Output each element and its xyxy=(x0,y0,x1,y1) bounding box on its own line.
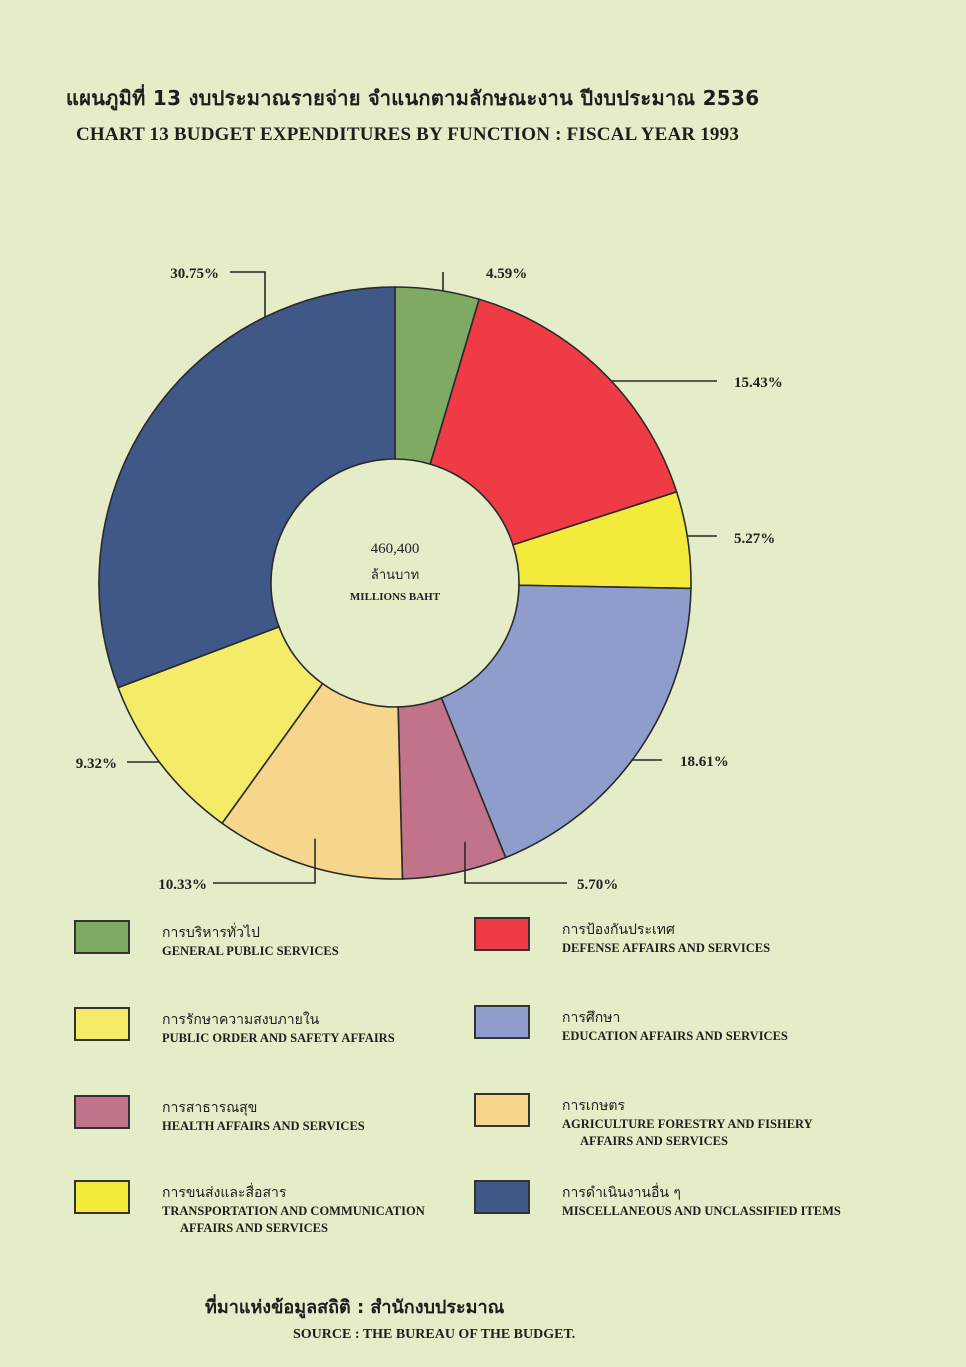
legend-label-english: HEALTH AFFAIRS AND SERVICES xyxy=(162,1119,365,1133)
percentage-labels: 4.59% 15.43% 5.27% 18.61% 5.70% 10.33% 9.32% 30… xyxy=(76,266,783,893)
slice-value-label-4: 5.70% xyxy=(577,877,618,893)
leader-lines xyxy=(127,271,717,884)
legend-label-english-line2: AFFAIRS AND SERVICES xyxy=(580,1134,728,1148)
chart-title-thai: แผนภูมิที่ 13 งบประมาณรายจ่าย จำแนกตามลั… xyxy=(66,86,760,110)
legend-label-english: EDUCATION AFFAIRS AND SERVICES xyxy=(562,1029,788,1043)
leader-line-5 xyxy=(213,838,316,884)
donut-slice-6 xyxy=(117,625,324,825)
legend-label-english: GENERAL PUBLIC SERVICES xyxy=(162,944,339,958)
legend-swatch xyxy=(74,1180,130,1214)
slice-value-label-1: 15.43% xyxy=(734,375,783,391)
legend-swatch xyxy=(474,1180,530,1214)
donut-slices xyxy=(98,286,692,880)
slice-value-label-7: 30.75% xyxy=(170,266,219,282)
legend-label-thai: การดำเนินงานอื่น ๆ xyxy=(562,1185,681,1201)
center-total: 460,400 xyxy=(371,541,420,557)
slice-value-label-3: 18.61% xyxy=(680,754,729,770)
legend-label-thai: การศึกษา xyxy=(562,1010,621,1026)
legend-label-english: DEFENSE AFFAIRS AND SERVICES xyxy=(562,941,771,955)
slice-value-label-6: 9.32% xyxy=(76,756,117,772)
legend-label-english: PUBLIC ORDER AND SAFETY AFFAIRS xyxy=(162,1031,395,1045)
legend-label-english-line2: AFFAIRS AND SERVICES xyxy=(180,1221,328,1235)
legend-swatch xyxy=(474,917,530,951)
leader-line-4 xyxy=(464,841,567,884)
legend-label-thai: การบริหารทั่วไป xyxy=(162,925,260,941)
legend-label-english: AGRICULTURE FORESTRY AND FISHERY xyxy=(562,1117,813,1131)
leader-line-7 xyxy=(230,271,266,318)
legend-label-thai: การป้องกันประเทศ xyxy=(562,922,675,938)
legend-label-thai: การเกษตร xyxy=(562,1098,625,1114)
donut-slice-1 xyxy=(429,298,678,546)
slice-value-label-2: 5.27% xyxy=(734,531,775,547)
legend-swatch xyxy=(74,1007,130,1041)
chart-title-english: CHART 13 BUDGET EXPENDITURES BY FUNCTION… xyxy=(76,124,740,145)
legend-label-english: MISCELLANEOUS AND UNCLASSIFIED ITEMS xyxy=(562,1204,841,1218)
legend-label-thai: การรักษาความสงบภายใน xyxy=(162,1012,320,1028)
source-thai: ที่มาแห่งข้อมูลสถิติ : สำนักงบประมาณ xyxy=(205,1297,505,1318)
donut-slice-5 xyxy=(220,682,404,880)
slice-value-label-5: 10.33% xyxy=(158,877,207,893)
legend-swatch xyxy=(74,920,130,954)
legend-label-thai: การขนส่งและสื่อสาร xyxy=(162,1185,287,1201)
legend-swatch xyxy=(474,1093,530,1127)
donut-slice-7 xyxy=(98,286,396,689)
donut-slice-3 xyxy=(440,584,692,859)
legend-label-english: TRANSPORTATION AND COMMUNICATION xyxy=(162,1204,425,1218)
center-unit-english: MILLIONS BAHT xyxy=(350,591,441,603)
center-unit-thai: ล้านบาท xyxy=(371,568,419,583)
legend-swatch xyxy=(474,1005,530,1039)
legend-swatch xyxy=(74,1095,130,1129)
legend-label-thai: การสาธารณสุข xyxy=(162,1100,258,1116)
source-english: SOURCE : THE BUREAU OF THE BUDGET. xyxy=(293,1327,576,1342)
slice-value-label-0: 4.59% xyxy=(486,266,527,282)
